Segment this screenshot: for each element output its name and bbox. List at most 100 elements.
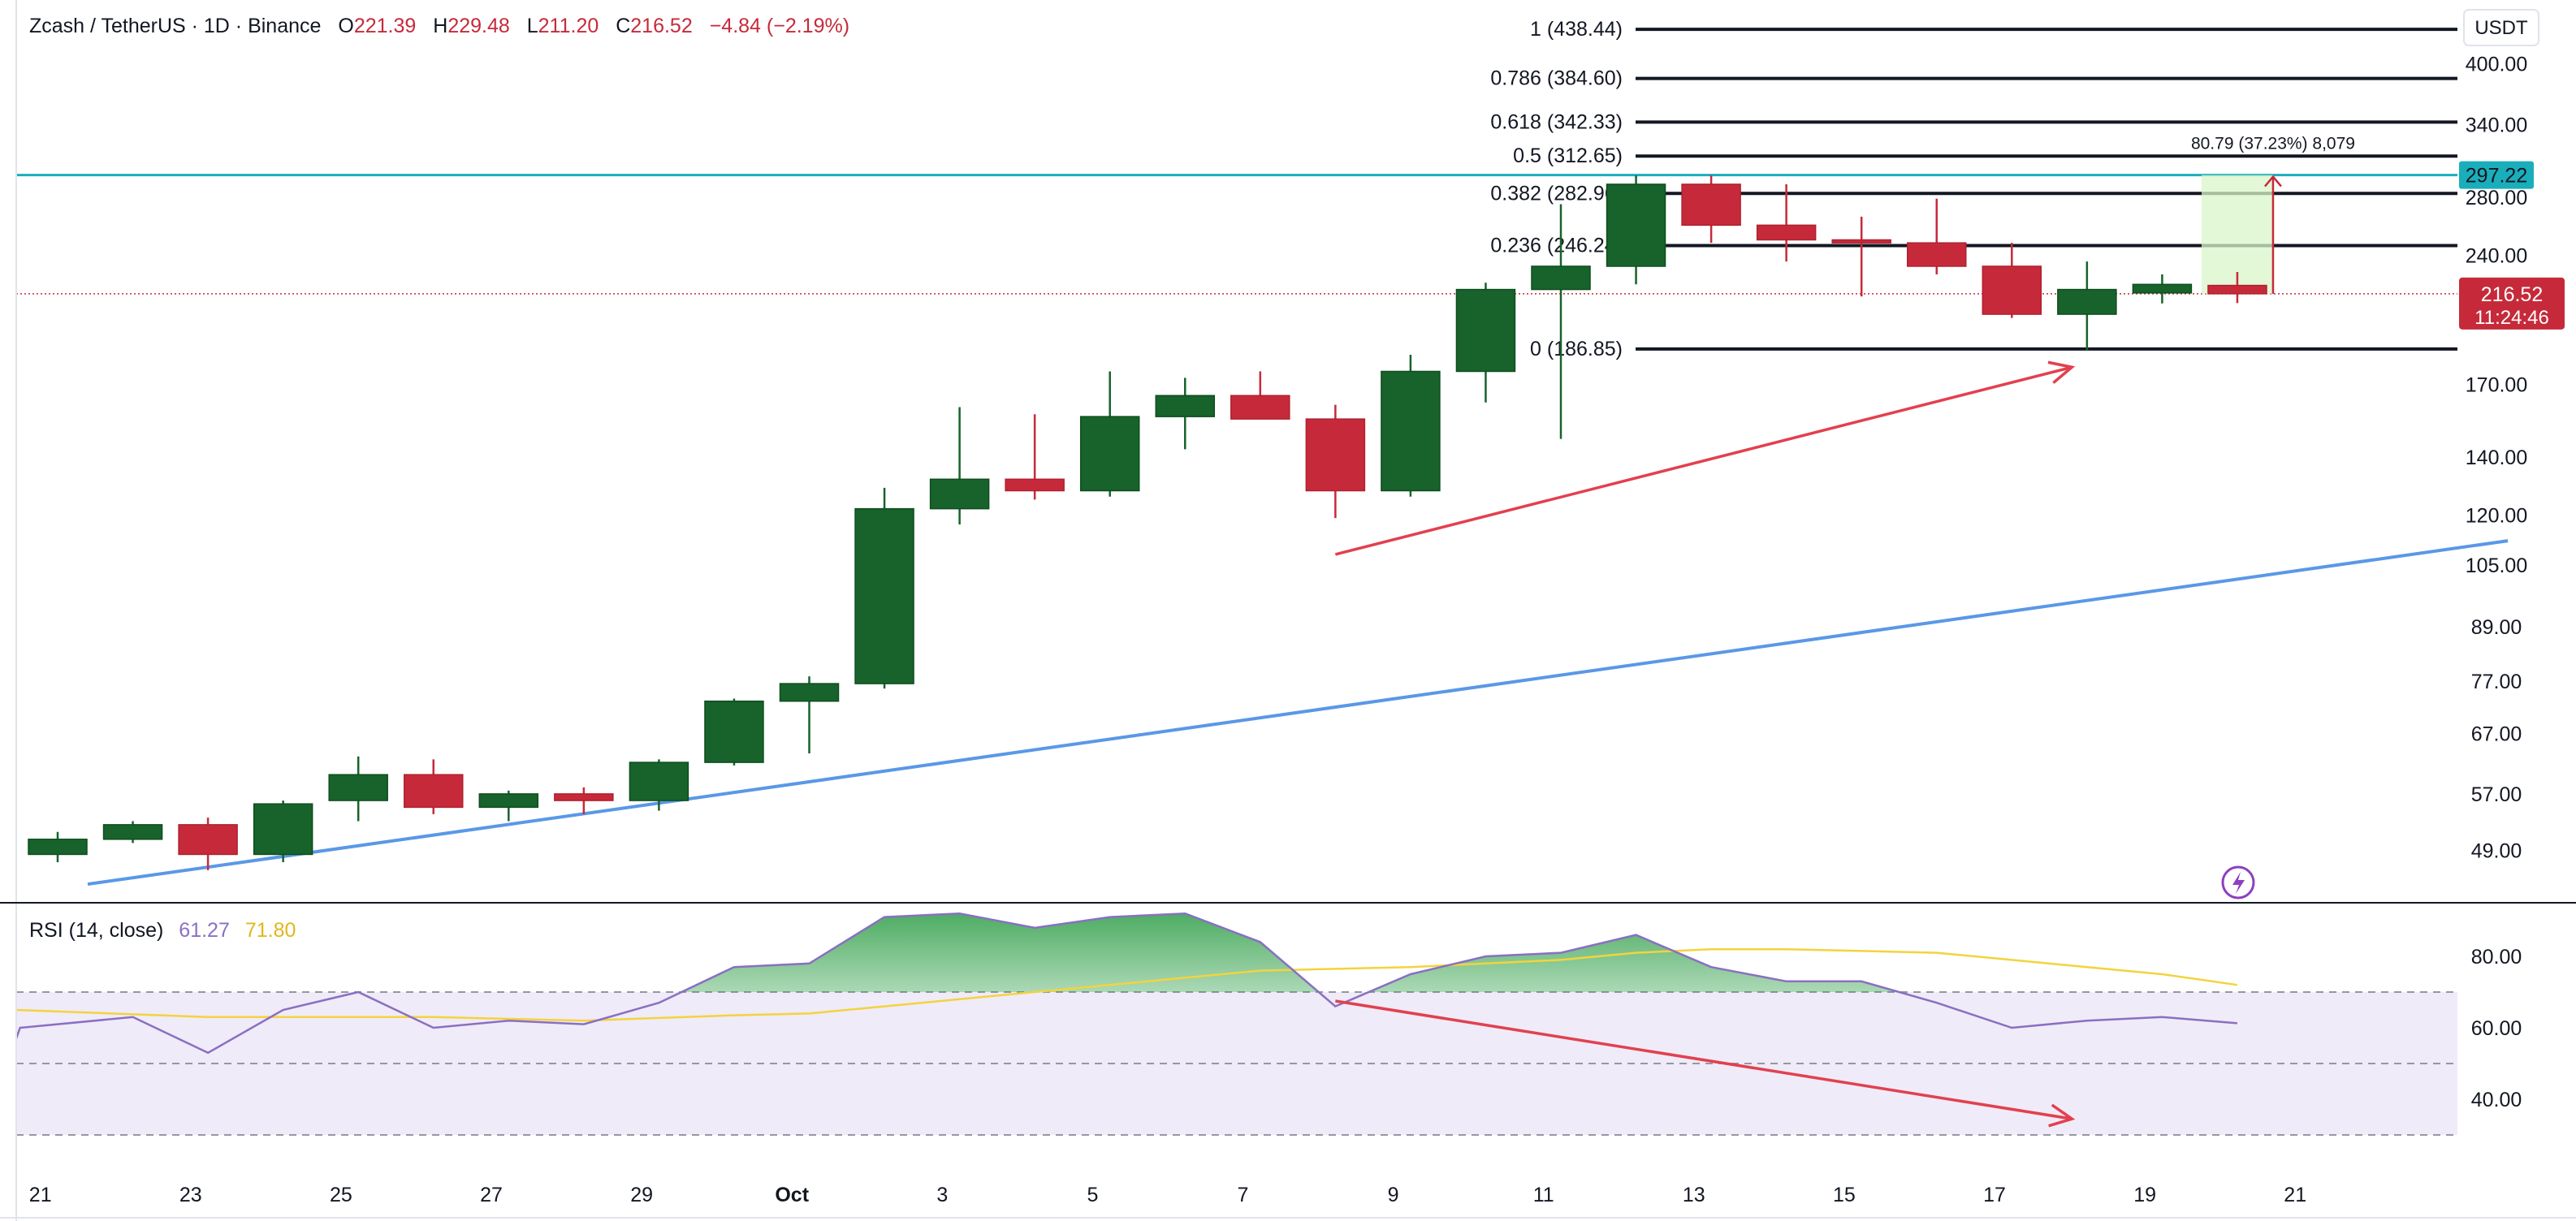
price-axis-label: 170.00 bbox=[2466, 373, 2527, 396]
date-axis-label: 3 bbox=[936, 1184, 948, 1206]
candle-body bbox=[1531, 265, 1591, 291]
currency-button[interactable]: USDT bbox=[2463, 9, 2539, 46]
candle[interactable] bbox=[478, 790, 539, 822]
candle-body bbox=[704, 700, 764, 763]
fib-level-label: 0.618 (342.33) bbox=[1490, 110, 1623, 133]
rsi-axis-label: 60.00 bbox=[2471, 1017, 2522, 1040]
candle[interactable] bbox=[328, 756, 388, 822]
fib-level-label: 0 (186.85) bbox=[1530, 338, 1623, 360]
candle[interactable] bbox=[178, 818, 238, 870]
candle-body bbox=[854, 507, 914, 684]
date-axis-label: 5 bbox=[1087, 1184, 1098, 1206]
candle-body bbox=[554, 793, 614, 801]
symbol-title[interactable]: Zcash / TetherUS · 1D · Binance bbox=[29, 15, 321, 37]
candle[interactable] bbox=[102, 821, 163, 843]
candle[interactable] bbox=[2207, 272, 2267, 304]
price-arrow-head bbox=[2047, 360, 2076, 384]
candle-body bbox=[1606, 183, 1666, 267]
candle-body bbox=[178, 824, 238, 856]
candle[interactable] bbox=[1982, 243, 2042, 318]
trend-line[interactable] bbox=[87, 539, 2509, 887]
candle[interactable] bbox=[854, 487, 914, 689]
measure-arrow-head bbox=[2263, 175, 2282, 188]
price-pane[interactable]: 1 (438.44) 0.786 (384.60) 0.618 (342.33) 0.… bbox=[16, 18, 2509, 887]
price-axis-label: 89.00 bbox=[2471, 616, 2522, 639]
date-axis-label: 17 bbox=[1983, 1184, 2006, 1206]
candle-body bbox=[1005, 478, 1065, 492]
candle[interactable] bbox=[28, 831, 88, 863]
candle[interactable] bbox=[1681, 175, 1741, 244]
candle-body bbox=[1305, 418, 1366, 492]
currency-label: USDT bbox=[2474, 17, 2528, 39]
candle[interactable] bbox=[1079, 371, 1140, 497]
price-arrow-shaft bbox=[1334, 365, 2072, 556]
candle[interactable] bbox=[704, 698, 764, 766]
candle-body bbox=[28, 839, 88, 856]
date-axis-label: 7 bbox=[1238, 1184, 1249, 1206]
date-axis-label: 11 bbox=[1533, 1184, 1554, 1206]
last-price-tag[interactable] bbox=[2459, 277, 2565, 330]
open-value: 221.39 bbox=[354, 15, 416, 37]
price-arrow[interactable] bbox=[1334, 360, 2076, 556]
candle[interactable] bbox=[1305, 404, 1366, 519]
rsi-pane[interactable] bbox=[15, 912, 2457, 1136]
candle[interactable] bbox=[2057, 261, 2117, 351]
bar-countdown: 11:24:46 bbox=[2474, 307, 2549, 329]
candle[interactable] bbox=[1455, 283, 1516, 403]
fib-level-label: 0.236 (246.24) bbox=[1490, 234, 1623, 257]
candle[interactable] bbox=[929, 407, 990, 524]
candle-body bbox=[253, 803, 313, 856]
rsi-line[interactable] bbox=[15, 912, 2238, 1055]
rsi-ma-value: 71.80 bbox=[245, 919, 296, 942]
rsi-ma-line[interactable] bbox=[15, 947, 2238, 1022]
rsi-arrow[interactable] bbox=[1335, 999, 2076, 1128]
candle[interactable] bbox=[1155, 378, 1215, 450]
date-axis-label: 9 bbox=[1388, 1184, 1399, 1206]
close-value: 216.52 bbox=[630, 15, 692, 37]
candle-body bbox=[779, 683, 840, 702]
measure-label: 80.79 (37.23%) 8,079 bbox=[2191, 135, 2355, 153]
candle[interactable] bbox=[1831, 216, 1891, 297]
candle[interactable] bbox=[1907, 198, 1967, 274]
lightning-icon[interactable] bbox=[2221, 865, 2255, 900]
price-axis-label: 140.00 bbox=[2466, 447, 2527, 469]
candle[interactable] bbox=[629, 759, 689, 811]
candle[interactable] bbox=[404, 759, 464, 814]
hline-price-label: 297.22 bbox=[2466, 165, 2527, 188]
fib-level-label: 0.5 (312.65) bbox=[1513, 145, 1623, 167]
candle-body bbox=[2057, 288, 2117, 315]
candle-body bbox=[1155, 395, 1215, 417]
price-axis-label: 120.00 bbox=[2466, 504, 2527, 527]
candle[interactable] bbox=[1005, 414, 1065, 500]
candle-body bbox=[478, 793, 539, 809]
candle[interactable] bbox=[1230, 371, 1290, 420]
price-axis-label: 340.00 bbox=[2466, 114, 2527, 137]
candle[interactable] bbox=[1606, 175, 1666, 285]
candle-body bbox=[328, 774, 388, 801]
price-axis-label: 400.00 bbox=[2466, 54, 2527, 76]
date-axis-label: 15 bbox=[1833, 1184, 1856, 1206]
fib-level-label: 0.786 (384.60) bbox=[1490, 67, 1623, 90]
candle[interactable] bbox=[554, 787, 614, 814]
candle[interactable] bbox=[2132, 274, 2193, 304]
candle[interactable] bbox=[1756, 183, 1817, 262]
date-axis-label: 25 bbox=[330, 1184, 352, 1206]
hline-price-tag[interactable] bbox=[2459, 161, 2534, 189]
chart-legend[interactable]: Zcash / TetherUS · 1D · Binance O221.39 … bbox=[29, 15, 849, 37]
price-axis-label: 280.00 bbox=[2466, 187, 2527, 209]
rsi-legend[interactable]: RSI (14, close) 61.27 71.80 bbox=[29, 919, 296, 942]
candle[interactable] bbox=[1531, 204, 1591, 439]
date-axis-label: 21 bbox=[2284, 1184, 2306, 1206]
rsi-overbought-fill bbox=[16, 913, 2237, 992]
candle[interactable] bbox=[253, 800, 313, 863]
high-label: H bbox=[433, 15, 447, 37]
price-axis-label: 67.00 bbox=[2471, 723, 2522, 745]
candle[interactable] bbox=[1381, 354, 1441, 497]
date-axis-label: Oct bbox=[775, 1184, 809, 1206]
candle[interactable] bbox=[779, 676, 840, 754]
candle-body bbox=[102, 824, 163, 840]
date-axis-label: 21 bbox=[29, 1184, 52, 1206]
candle-body bbox=[1831, 239, 1891, 244]
